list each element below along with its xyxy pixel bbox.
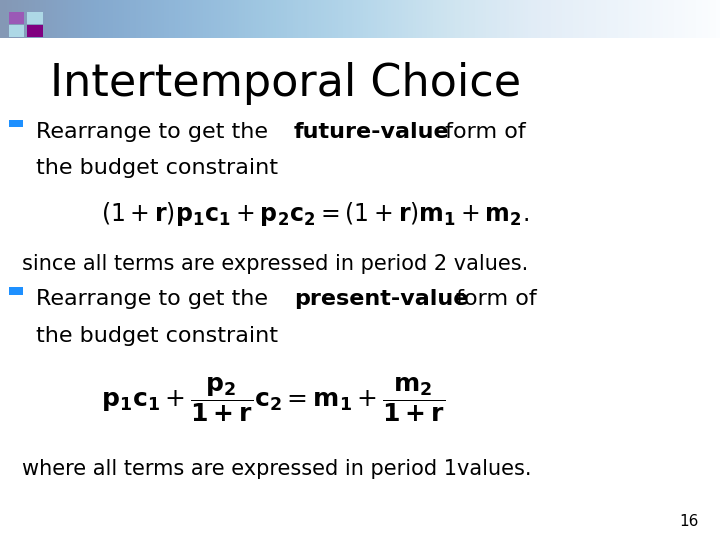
FancyBboxPatch shape [9,120,23,127]
Text: since all terms are expressed in period 2 values.: since all terms are expressed in period … [22,254,528,274]
Text: $(1+\mathbf{r})\mathbf{p_1c_1} + \mathbf{p_2c_2} = (1+\mathbf{r})\mathbf{m_1} + : $(1+\mathbf{r})\mathbf{p_1c_1} + \mathbf… [101,200,528,228]
FancyBboxPatch shape [9,12,24,24]
FancyBboxPatch shape [9,287,23,295]
Text: 16: 16 [679,514,698,529]
Text: the budget constraint: the budget constraint [36,158,278,178]
Text: where all terms are expressed in period 1values.: where all terms are expressed in period … [22,459,531,479]
FancyBboxPatch shape [27,12,43,24]
Text: present-value: present-value [294,289,468,309]
Text: Rearrange to get the: Rearrange to get the [36,289,275,309]
Text: Intertemporal Choice: Intertemporal Choice [50,62,521,105]
Text: Rearrange to get the: Rearrange to get the [36,122,275,141]
Text: form of: form of [449,289,537,309]
FancyBboxPatch shape [9,25,24,37]
Text: $\mathbf{p_1c_1} + \dfrac{\mathbf{p_2}}{\mathbf{1+r}}\mathbf{c_2} = \mathbf{m_1}: $\mathbf{p_1c_1} + \dfrac{\mathbf{p_2}}{… [101,375,445,424]
Text: the budget constraint: the budget constraint [36,326,278,346]
Text: form of: form of [438,122,526,141]
FancyBboxPatch shape [27,25,43,37]
Text: future-value: future-value [294,122,449,141]
